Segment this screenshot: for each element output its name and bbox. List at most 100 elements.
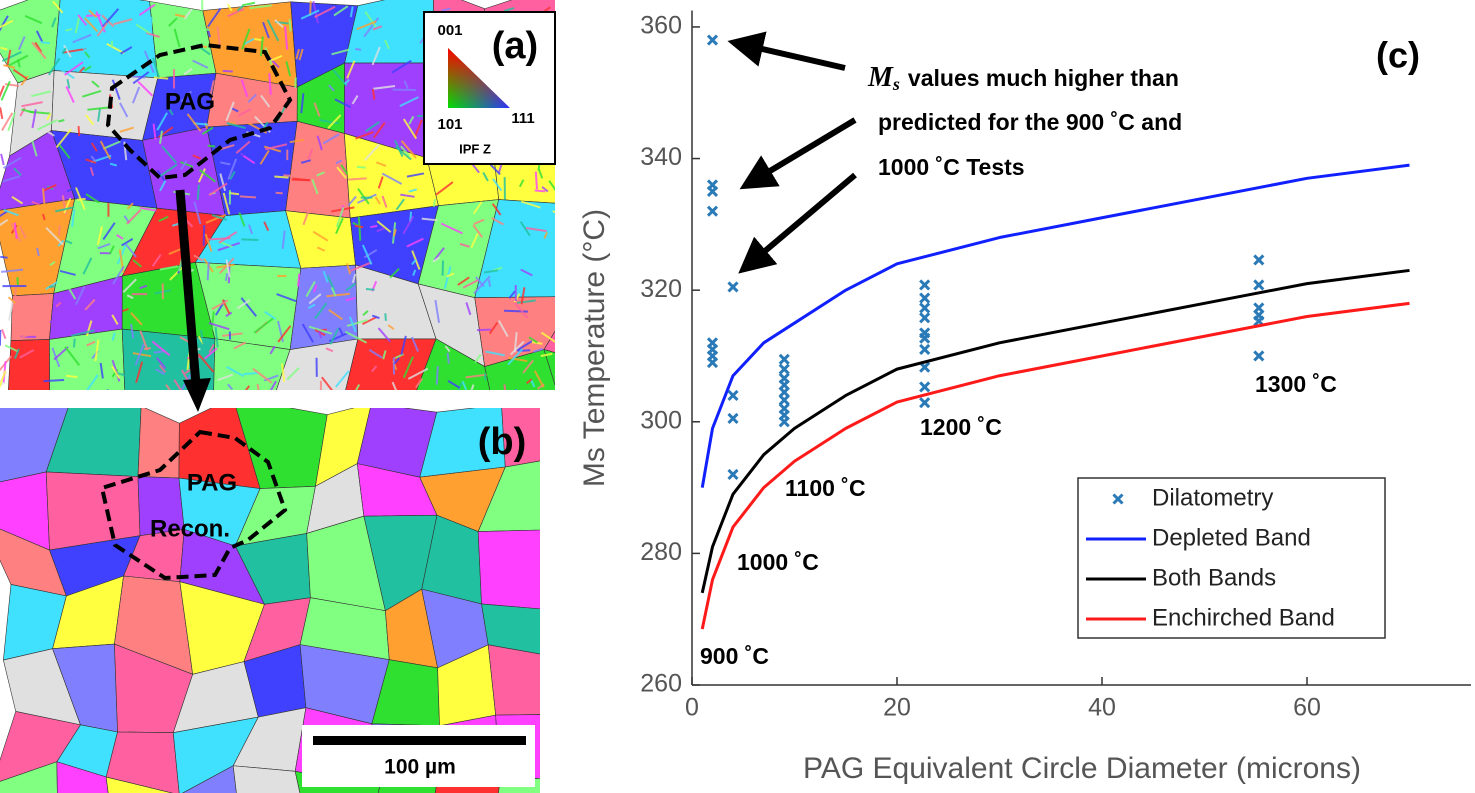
lath [403,80,409,90]
lath [275,191,283,195]
lath [522,359,534,374]
lath [71,329,95,337]
lath [159,364,167,373]
lath [179,161,194,168]
lath [197,353,215,373]
lath [249,4,272,10]
lath [8,300,14,321]
lath [327,114,342,129]
lath [35,322,44,331]
lath [488,162,501,176]
lath [476,328,491,332]
lath [488,279,492,287]
lath [488,321,499,335]
grain [556,61,648,136]
lath [74,15,81,34]
lath [222,332,243,337]
lath [473,218,485,225]
lath [354,47,362,51]
lath [504,309,528,313]
lath [227,383,234,390]
lath [139,284,148,290]
lath [316,246,326,252]
lath [216,26,222,48]
scatter-point [727,389,739,402]
lath [326,275,336,291]
lath [21,101,43,108]
lath [516,299,536,304]
lath [208,182,228,197]
lath [119,126,135,133]
annotation: 1100 ˚C [785,475,866,501]
lath [335,370,350,388]
lath [371,88,376,100]
scatter-point [727,412,739,425]
lath [49,261,56,267]
lath [4,83,20,87]
lath [237,108,252,117]
lath [507,348,524,366]
lath [335,207,345,228]
lath [66,186,77,193]
lath [515,388,518,390]
scatter-point [919,332,931,344]
lath [268,73,272,95]
lath [159,265,179,271]
lath [136,254,145,259]
grain [45,408,142,477]
x-tick-label: 60 [1293,694,1321,722]
lath [228,276,238,286]
lath [18,225,27,239]
lath [224,273,229,281]
lath [411,336,420,353]
scatter-point [706,356,719,369]
lath [351,95,359,105]
lath [159,180,167,192]
lath [305,280,316,298]
lath [153,350,164,354]
lath [340,164,349,175]
lath [362,316,377,326]
lath [0,107,4,120]
lath [41,127,55,137]
scatter-point [778,353,790,365]
lath [497,320,509,338]
lath [368,349,383,359]
lath [377,327,392,343]
scatter-point [727,468,739,480]
lath [0,46,8,51]
lath [411,259,417,266]
lath [285,61,292,77]
lath [516,340,533,352]
lath [180,90,193,103]
lath [225,311,233,318]
lath [446,352,450,364]
lath [236,5,244,12]
lath [217,373,234,381]
grain [137,408,180,479]
lath [391,381,397,390]
pag-label: PAG [187,469,237,496]
lath [90,155,97,162]
lath [64,346,81,366]
scatter-point [706,185,719,198]
scatter-point [778,363,790,375]
lath [345,296,356,302]
lath [241,1,256,7]
panel-label: (c) [1376,35,1420,76]
lath [277,320,285,343]
lath [62,47,86,54]
lath [513,332,518,353]
ipf-111: 111 [511,110,534,127]
lath [307,303,316,310]
lath [111,79,121,100]
lath [18,36,26,51]
lath [552,210,555,214]
lath [77,125,81,137]
y-tick-label: 320 [640,275,682,303]
lath [349,6,354,18]
lath [89,167,95,176]
lath [18,330,39,340]
lath [152,57,160,78]
lath [415,377,424,389]
